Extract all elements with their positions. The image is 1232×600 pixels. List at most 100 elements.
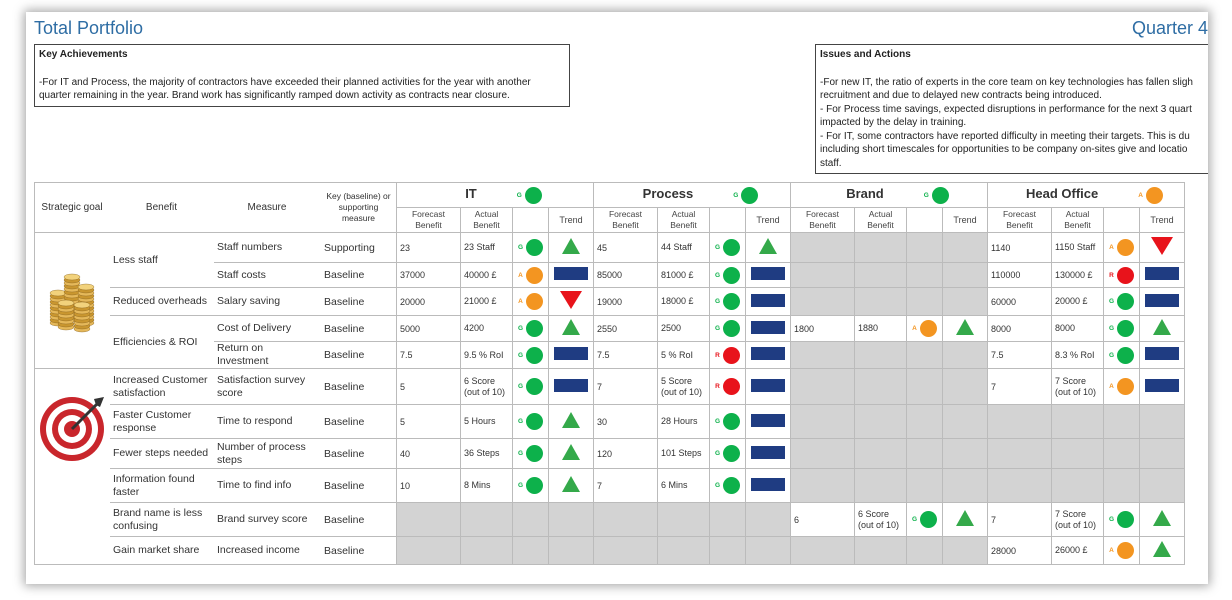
- subheader-actual: Actual Benefit: [1051, 207, 1104, 233]
- issues-actions-heading: Issues and Actions: [820, 49, 911, 60]
- head-office-na-cell: [1103, 404, 1140, 439]
- head-office-rag-status: R: [1109, 266, 1134, 284]
- process-na-cell: [593, 502, 658, 537]
- it-actual-cell: 23 Staff: [460, 232, 513, 263]
- subheader-trend: Trend: [942, 207, 988, 233]
- group-name: Process: [642, 186, 694, 202]
- it-rag-status: A: [518, 293, 543, 310]
- rag-dot-icon: [1145, 186, 1163, 204]
- head-office-forecast-cell: 7.5: [987, 341, 1052, 369]
- process-rag-status: G: [715, 477, 741, 494]
- process-rag-status: G: [715, 293, 741, 310]
- brand-na-cell: [854, 341, 907, 369]
- rag-letter: G: [1108, 325, 1115, 332]
- brand-rag-status: G: [912, 511, 938, 528]
- head-office-na-cell: [987, 404, 1052, 439]
- head-office-rag-cell: G: [1103, 341, 1140, 369]
- brand-na-cell: [854, 404, 907, 439]
- process-forecast-cell: 85000: [593, 262, 658, 288]
- process-rag-cell: G: [709, 287, 746, 316]
- brand-na-cell: [906, 232, 943, 263]
- rag-letter: G: [714, 325, 721, 332]
- process-rag-status: G: [714, 320, 741, 337]
- head-office-rag-cell: A: [1103, 368, 1140, 405]
- rag-dot-icon: [931, 186, 949, 204]
- rag-dot-icon: [723, 320, 741, 337]
- process-trend-cell: [745, 468, 791, 503]
- it-rag-status: G: [518, 346, 544, 364]
- table-row: Information found faster Time to find inf…: [35, 468, 1185, 503]
- header-row: Strategic goal Benefit Measure Key (baselin…: [34, 182, 1185, 233]
- rag-letter: G: [517, 482, 524, 489]
- brand-na-cell: [906, 287, 943, 316]
- head-office-rag-status: A: [1109, 378, 1134, 395]
- it-trend-cell: [548, 404, 594, 439]
- subheader-forecast: Forecast Benefit: [987, 207, 1052, 233]
- it-trend-cell: [548, 468, 594, 503]
- head-office-actual-cell: 7 Score (out of 10): [1051, 368, 1104, 405]
- rag-dot-icon: [920, 511, 938, 528]
- head-office-actual-cell: 8000: [1051, 315, 1104, 342]
- brand-na-cell: [942, 262, 988, 288]
- brand-actual-cell: 6 Score (out of 10): [854, 502, 907, 537]
- process-actual-cell: 5 Score (out of 10): [657, 368, 710, 405]
- trend-flat-bar-icon: [554, 347, 588, 360]
- measure-cell: Cost of Delivery: [213, 315, 321, 342]
- brand-na-cell: [942, 536, 988, 565]
- brand-forecast-cell: 1800: [790, 315, 855, 342]
- it-trend-cell: [548, 368, 594, 405]
- head-office-na-cell: [1139, 468, 1185, 503]
- head-office-forecast-cell: 7: [987, 502, 1052, 537]
- rag-dot-icon: [919, 320, 937, 337]
- target-dart-icon: [40, 397, 104, 461]
- brand-trend-cell: [942, 502, 988, 537]
- process-rag-cell: R: [709, 341, 746, 369]
- rag-letter: G: [517, 383, 524, 390]
- process-actual-cell: 101 Steps: [657, 438, 710, 469]
- process-actual-cell: 5 % RoI: [657, 341, 710, 369]
- head-office-forecast-cell: 28000: [987, 536, 1052, 565]
- rag-dot-icon: [723, 477, 741, 494]
- it-actual-cell: 5 Hours: [460, 404, 513, 439]
- rag-letter: G: [714, 450, 721, 457]
- trend-flat-bar-icon: [751, 477, 785, 491]
- rag-letter: G: [516, 191, 522, 199]
- rag-letter: A: [518, 271, 523, 279]
- rag-dot-icon: [526, 413, 544, 430]
- trend-up-icon: [1153, 510, 1171, 526]
- head-office-trend-cell: [1139, 315, 1185, 342]
- it-rag-cell: A: [512, 262, 549, 288]
- it-rag-cell: G: [512, 438, 549, 469]
- it-rag-cell: G: [512, 315, 549, 342]
- brand-na-cell: [906, 368, 943, 405]
- brand-na-cell: [854, 536, 907, 565]
- head-office-na-cell: [1051, 404, 1104, 439]
- process-rag-cell: G: [709, 404, 746, 439]
- process-trend-cell: [745, 315, 791, 342]
- brand-na-cell: [942, 232, 988, 263]
- subheader-forecast: Forecast Benefit: [593, 207, 658, 233]
- rag-dot-icon: [524, 186, 542, 204]
- subheader-forecast: Forecast Benefit: [790, 207, 855, 233]
- benefit-cell: Less staff: [109, 232, 214, 288]
- trend-flat-bar-icon: [1145, 293, 1179, 307]
- rag-dot-icon: [723, 413, 741, 430]
- head-office-forecast-cell: 110000: [987, 262, 1052, 288]
- head-office-actual-cell: 8.3 % RoI: [1051, 341, 1104, 369]
- process-actual-cell: 18000 £: [657, 287, 710, 316]
- key-cell: Supporting: [320, 232, 397, 263]
- col-benefit: Benefit: [109, 182, 214, 233]
- trend-flat-bar-icon: [1145, 378, 1179, 392]
- it-na-cell: [460, 536, 513, 565]
- rag-dot-icon: [723, 239, 741, 256]
- subheader-forecast: Forecast Benefit: [396, 207, 461, 233]
- brand-na-cell: [790, 404, 855, 439]
- rag-letter: G: [517, 418, 524, 425]
- process-rag-cell: R: [709, 368, 746, 405]
- head-office-actual-cell: 1150 Staff: [1051, 232, 1104, 263]
- benefit-cell: Efficiencies & ROI: [109, 315, 214, 369]
- group-rag-status: G: [733, 186, 759, 204]
- rag-dot-icon: [1117, 511, 1135, 528]
- it-forecast-cell: 37000: [396, 262, 461, 288]
- brand-na-cell: [854, 468, 907, 503]
